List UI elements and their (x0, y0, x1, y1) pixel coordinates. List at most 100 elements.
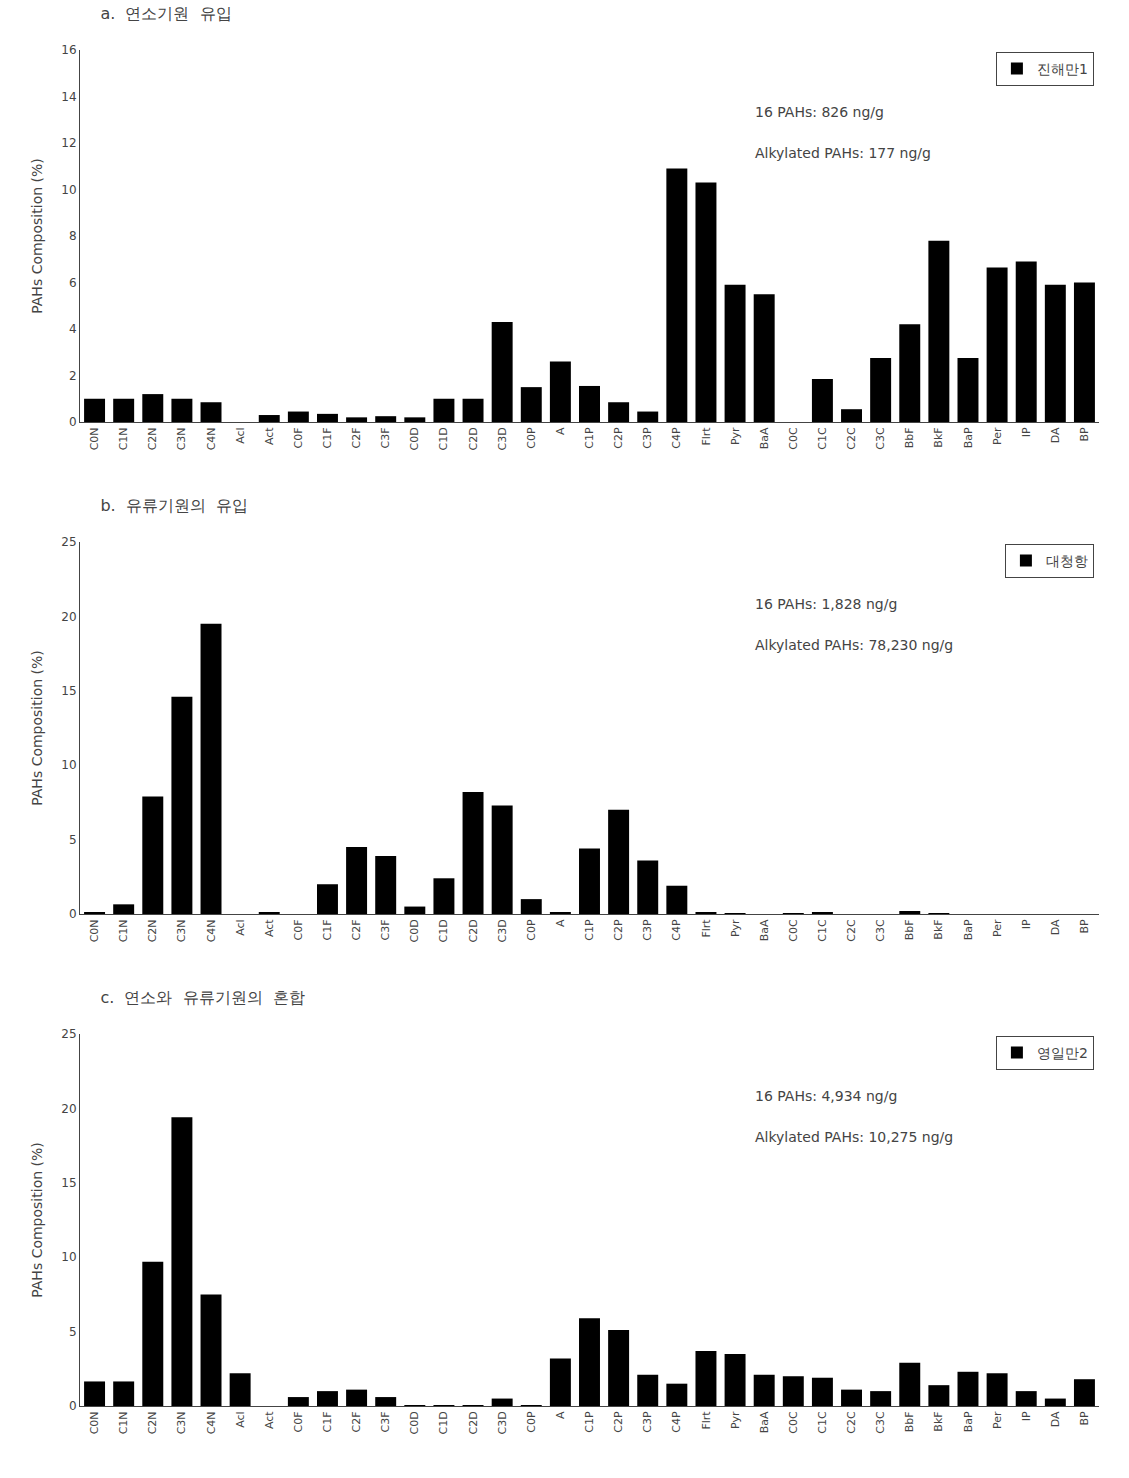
svg-text:C3C: C3C (874, 427, 887, 450)
svg-text:C2N: C2N (146, 919, 159, 942)
svg-text:C0P: C0P (525, 919, 538, 941)
svg-text:C1F: C1F (321, 427, 334, 448)
svg-text:IP: IP (1020, 919, 1033, 929)
svg-text:16 PAHs: 1,828 ng/g: 16 PAHs: 1,828 ng/g (755, 596, 897, 612)
svg-text:A: A (554, 427, 567, 435)
svg-text:C0D: C0D (408, 427, 421, 450)
svg-text:IP: IP (1020, 1411, 1033, 1421)
svg-text:IP: IP (1020, 427, 1033, 437)
svg-text:C1N: C1N (117, 919, 130, 942)
svg-text:C3F: C3F (379, 1411, 392, 1432)
svg-text:C0N: C0N (88, 427, 101, 450)
svg-text:C1C: C1C (816, 1411, 829, 1434)
svg-text:6: 6 (69, 276, 77, 290)
svg-text:15: 15 (61, 1176, 76, 1190)
svg-text:C0F: C0F (292, 919, 305, 940)
svg-text:Pyr: Pyr (729, 427, 742, 445)
svg-text:BaA: BaA (758, 427, 771, 449)
svg-text:C3D: C3D (496, 427, 509, 450)
svg-text:Per: Per (991, 1411, 1004, 1429)
svg-text:C2N: C2N (146, 427, 159, 450)
svg-text:Act: Act (263, 1411, 276, 1429)
svg-text:C1N: C1N (117, 1411, 130, 1434)
svg-text:0: 0 (69, 1399, 77, 1413)
svg-text:16 PAHs: 826 ng/g: 16 PAHs: 826 ng/g (755, 104, 884, 120)
svg-text:C0F: C0F (292, 1411, 305, 1432)
svg-text:C4N: C4N (205, 427, 218, 450)
svg-text:Alkylated PAHs: 10,275 ng/g: Alkylated PAHs: 10,275 ng/g (755, 1129, 953, 1145)
svg-text:c. 연소와 유류기원의 혼합: c. 연소와 유류기원의 혼합 (100, 988, 304, 1007)
svg-text:C2F: C2F (350, 1411, 363, 1432)
svg-text:C0D: C0D (408, 1411, 421, 1434)
svg-text:C1N: C1N (117, 427, 130, 450)
svg-text:25: 25 (61, 535, 76, 549)
svg-text:Per: Per (991, 427, 1004, 445)
svg-text:C0P: C0P (525, 427, 538, 449)
svg-text:10: 10 (61, 183, 76, 197)
svg-text:20: 20 (61, 1102, 76, 1116)
svg-text:C1C: C1C (816, 427, 829, 450)
svg-text:C1D: C1D (438, 919, 451, 942)
svg-text:Flrt: Flrt (700, 427, 713, 446)
svg-text:C2D: C2D (467, 919, 480, 942)
svg-text:C1P: C1P (583, 919, 596, 941)
svg-text:C2D: C2D (467, 427, 480, 450)
svg-text:BkF: BkF (932, 1411, 945, 1431)
svg-text:Acl: Acl (234, 427, 247, 443)
svg-text:10: 10 (61, 1250, 76, 1264)
svg-text:5: 5 (69, 1325, 77, 1339)
svg-text:C3F: C3F (379, 427, 392, 448)
svg-text:16 PAHs: 4,934 ng/g: 16 PAHs: 4,934 ng/g (755, 1088, 897, 1104)
svg-text:C3P: C3P (641, 1411, 654, 1433)
svg-text:A: A (554, 1411, 567, 1419)
svg-text:15: 15 (61, 684, 76, 698)
svg-text:C0N: C0N (88, 919, 101, 942)
svg-text:C2P: C2P (612, 1411, 625, 1433)
svg-text:A: A (554, 919, 567, 927)
svg-text:대청항: 대청항 (1046, 553, 1088, 569)
svg-text:0: 0 (69, 415, 77, 429)
svg-text:5: 5 (69, 833, 77, 847)
svg-text:12: 12 (61, 136, 76, 150)
svg-text:C2D: C2D (467, 1411, 480, 1434)
svg-text:DA: DA (1049, 1411, 1062, 1427)
svg-text:C3N: C3N (175, 919, 188, 942)
svg-text:C3N: C3N (175, 1411, 188, 1434)
svg-text:DA: DA (1049, 919, 1062, 935)
svg-text:C3C: C3C (874, 1411, 887, 1434)
svg-text:BP: BP (1078, 427, 1091, 442)
svg-text:PAHs Composition (%): PAHs Composition (%) (29, 650, 45, 806)
svg-text:DA: DA (1049, 427, 1062, 443)
svg-text:C2P: C2P (612, 919, 625, 941)
svg-text:C1F: C1F (321, 1411, 334, 1432)
svg-text:Act: Act (263, 427, 276, 445)
svg-text:BbF: BbF (903, 919, 916, 940)
svg-text:C0C: C0C (787, 1411, 800, 1434)
svg-text:C4N: C4N (205, 919, 218, 942)
svg-text:C3N: C3N (175, 427, 188, 450)
svg-text:C2C: C2C (845, 919, 858, 942)
svg-text:PAHs Composition (%): PAHs Composition (%) (29, 158, 45, 314)
svg-text:C4P: C4P (670, 919, 683, 941)
svg-text:C0C: C0C (787, 427, 800, 450)
svg-text:BaP: BaP (962, 427, 975, 448)
svg-text:C0C: C0C (787, 919, 800, 942)
svg-text:BaA: BaA (758, 919, 771, 941)
svg-text:BbF: BbF (903, 1411, 916, 1432)
svg-text:Acl: Acl (234, 919, 247, 935)
svg-text:C2P: C2P (612, 427, 625, 449)
svg-text:C3D: C3D (496, 919, 509, 942)
svg-text:C1C: C1C (816, 919, 829, 942)
svg-text:BbF: BbF (903, 427, 916, 448)
svg-text:진해만1: 진해만1 (1037, 61, 1088, 77)
svg-text:25: 25 (61, 1027, 76, 1041)
svg-text:Alkylated PAHs: 78,230 ng/g: Alkylated PAHs: 78,230 ng/g (755, 637, 953, 653)
svg-text:C3C: C3C (874, 919, 887, 942)
svg-text:Pyr: Pyr (729, 919, 742, 937)
svg-text:C3P: C3P (641, 919, 654, 941)
svg-text:C3F: C3F (379, 919, 392, 940)
svg-text:C0F: C0F (292, 427, 305, 448)
svg-text:C3D: C3D (496, 1411, 509, 1434)
svg-text:Alkylated PAHs: 177 ng/g: Alkylated PAHs: 177 ng/g (755, 145, 931, 161)
svg-text:C1D: C1D (438, 427, 451, 450)
